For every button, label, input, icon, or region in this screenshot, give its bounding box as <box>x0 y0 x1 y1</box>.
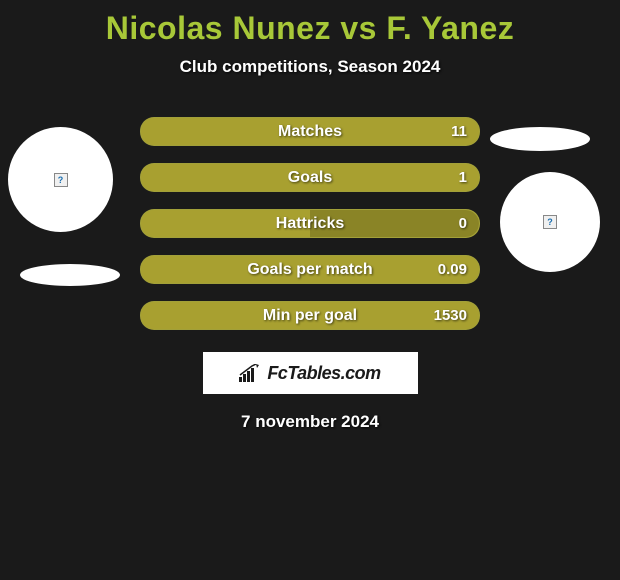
stat-bars: Matches 11 Goals 1 Hattricks 0 Goals per match… <box>140 117 480 330</box>
brand-text: FcTables.com <box>267 363 380 384</box>
date-label: 7 november 2024 <box>0 412 620 432</box>
stat-bar: Goals per match 0.09 <box>140 255 480 284</box>
comparison-content: Matches 11 Goals 1 Hattricks 0 Goals per match… <box>0 117 620 432</box>
stat-label: Goals per match <box>247 261 372 279</box>
player2-name: F. Yanez <box>386 10 514 46</box>
stat-value-right: 1530 <box>434 307 467 324</box>
stat-value-right: 0.09 <box>438 261 467 278</box>
stat-value-right: 0 <box>459 215 467 232</box>
player1-shadow <box>20 264 120 286</box>
stat-bar: Goals 1 <box>140 163 480 192</box>
stat-bar: Matches 11 <box>140 117 480 146</box>
player1-name: Nicolas Nunez <box>106 10 331 46</box>
stat-value-right: 11 <box>451 123 467 140</box>
player2-shadow <box>490 127 590 151</box>
player1-avatar <box>8 127 113 232</box>
stat-label: Min per goal <box>263 307 357 325</box>
brand-box: FcTables.com <box>203 352 418 394</box>
stat-label: Matches <box>278 123 342 141</box>
stat-bar: Hattricks 0 <box>140 209 480 238</box>
stat-value-right: 1 <box>459 169 467 186</box>
page-title: Nicolas Nunez vs F. Yanez <box>0 0 620 47</box>
image-placeholder-icon <box>543 215 557 229</box>
stat-bar: Min per goal 1530 <box>140 301 480 330</box>
fctables-logo-icon <box>239 364 261 382</box>
player2-avatar <box>500 172 600 272</box>
subtitle: Club competitions, Season 2024 <box>0 57 620 77</box>
image-placeholder-icon <box>54 173 68 187</box>
stat-label: Goals <box>288 169 332 187</box>
title-vs: vs <box>340 10 377 46</box>
stat-label: Hattricks <box>276 215 344 233</box>
